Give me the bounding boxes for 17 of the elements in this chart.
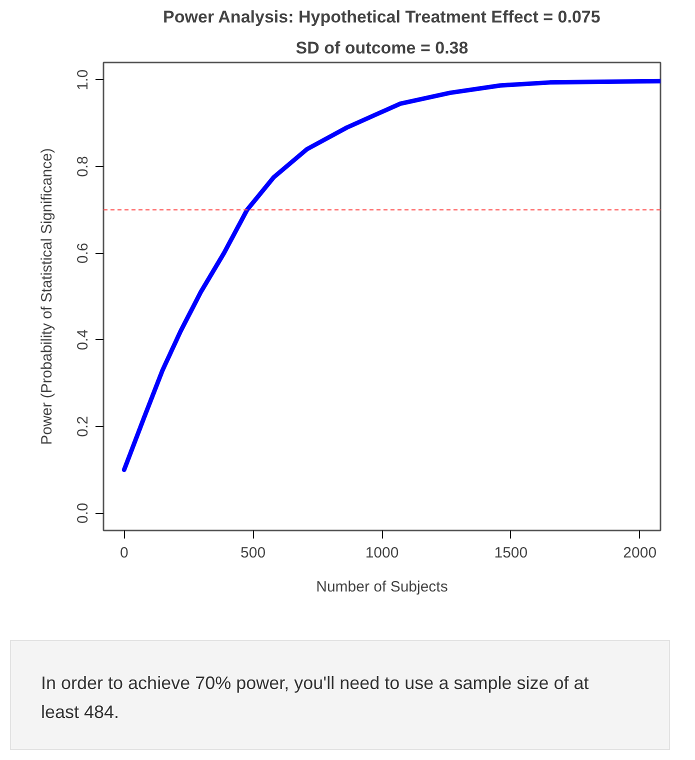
y-tick-label: 0.6 bbox=[74, 242, 92, 264]
y-tick-label: 1.0 bbox=[74, 69, 92, 90]
x-axis-title: Number of Subjects bbox=[316, 578, 448, 596]
x-tick-label: 2000 bbox=[623, 544, 657, 562]
y-tick-label: 0.8 bbox=[74, 156, 92, 177]
x-tick-label: 0 bbox=[120, 544, 128, 562]
y-tick-label: 0.4 bbox=[74, 329, 92, 350]
y-axis-title: Power (Probability of Statistical Significance) bbox=[38, 148, 56, 445]
x-tick-label: 1500 bbox=[494, 544, 528, 562]
x-tick-label: 1000 bbox=[365, 544, 399, 562]
chart-subtitle: SD of outcome = 0.38 bbox=[296, 38, 468, 58]
x-tick-label: 500 bbox=[240, 544, 266, 562]
text: In order to achieve 70% power, you'll need to use a sample size of at least 484. bbox=[41, 672, 590, 724]
y-tick-label: 0.0 bbox=[74, 502, 92, 524]
chart-title: Power Analysis: Hypothetical Treatment Effect = 0.075 bbox=[163, 8, 600, 26]
y-tick-label: 0.2 bbox=[74, 416, 92, 437]
line-series bbox=[122, 78, 660, 472]
